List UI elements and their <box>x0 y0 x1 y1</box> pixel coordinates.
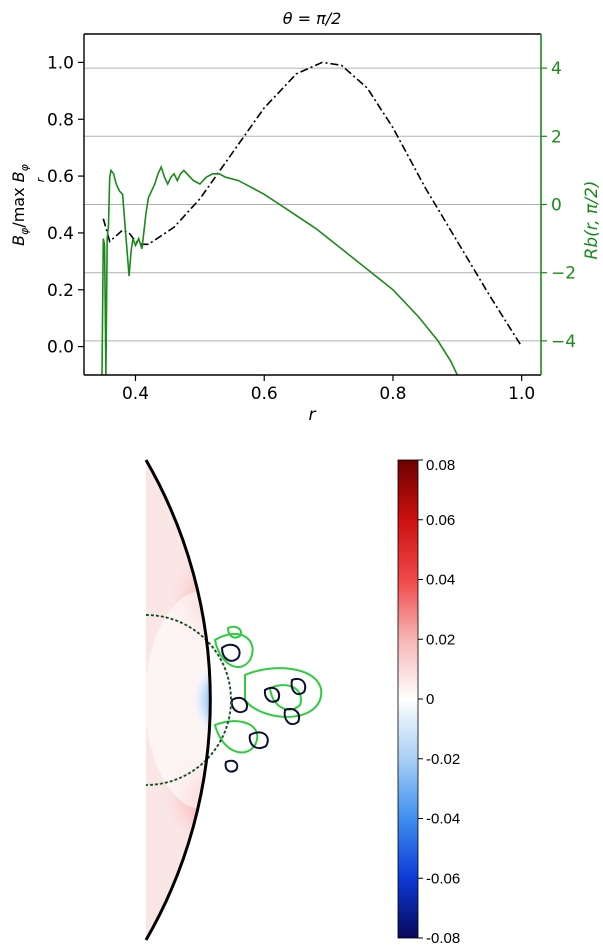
colorbar-tick-label: -0.04 <box>426 811 460 828</box>
meridional-heatmap <box>144 459 323 941</box>
chart-title: θ = π/2 <box>283 9 342 28</box>
contour-green <box>213 720 259 754</box>
contour-dark <box>290 678 307 696</box>
colorbar-tick-label: -0.06 <box>426 870 460 887</box>
series-line-right <box>101 164 459 375</box>
colorbar-tick-label: 0.08 <box>426 457 455 474</box>
y2-axis-label: Rb(r, π/2) <box>582 181 602 260</box>
y-tick-label: 0.2 <box>47 281 74 301</box>
y-tick-label: 0.0 <box>47 338 74 358</box>
contour-dark <box>224 759 239 773</box>
x-axis-label: r <box>309 405 317 425</box>
x-tick-label: 0.4 <box>122 384 149 404</box>
y2-tick-label: 2 <box>551 127 562 147</box>
contour-green <box>244 667 323 718</box>
x-tick-label: 0.8 <box>379 384 406 404</box>
contour-dark <box>283 708 301 726</box>
colorbar-tick-label: 0.04 <box>426 572 455 589</box>
x-tick-label: 0.6 <box>251 384 278 404</box>
colorbar-tick-label: 0 <box>426 691 434 708</box>
colorbar-gradient <box>397 459 419 939</box>
y-tick-label: 0.4 <box>47 224 74 244</box>
x-tick-label: 1.0 <box>508 384 535 404</box>
colorbar-tick-label: -0.02 <box>426 751 460 768</box>
y-tick-label: 0.8 <box>47 110 74 130</box>
colorbar-tick-label: -0.08 <box>426 930 460 946</box>
y2-tick-label: −2 <box>551 264 576 284</box>
contour-green <box>226 625 242 639</box>
outer-boundary <box>144 459 212 941</box>
contour-dark <box>263 686 281 703</box>
y2-tick-label: −4 <box>551 332 576 352</box>
contours <box>213 625 323 773</box>
contour-dark <box>220 643 241 662</box>
y2-tick-label: 4 <box>551 59 562 79</box>
y-axis-label: Bφ/max Bφ <box>9 163 31 246</box>
contour-dark <box>230 696 248 714</box>
inner-boundary <box>145 614 232 786</box>
contour-green <box>213 633 254 669</box>
colorbar-tick-label: 0.02 <box>426 631 455 648</box>
colorbar: 0.08 0.06 0.04 0.02 0 -0.02 -0.04 -0.06 -0.08 <box>397 457 460 946</box>
gridlines <box>84 67 541 342</box>
y2-tick-label: 0 <box>551 196 562 216</box>
heatmap-field <box>146 460 211 940</box>
colorbar-tick-label: 0.06 <box>426 512 455 529</box>
contour-dark <box>248 731 269 750</box>
line-chart: θ = π/2 0.4 0.6 0.8 1.0 0.0 0.2 0.4 0.6 0.8 1.0 −4… <box>9 9 602 425</box>
y-tick-label: 0.6 <box>47 167 74 187</box>
y-tick-label: 1.0 <box>47 53 74 73</box>
y-axis-label-sub: r <box>34 176 47 182</box>
